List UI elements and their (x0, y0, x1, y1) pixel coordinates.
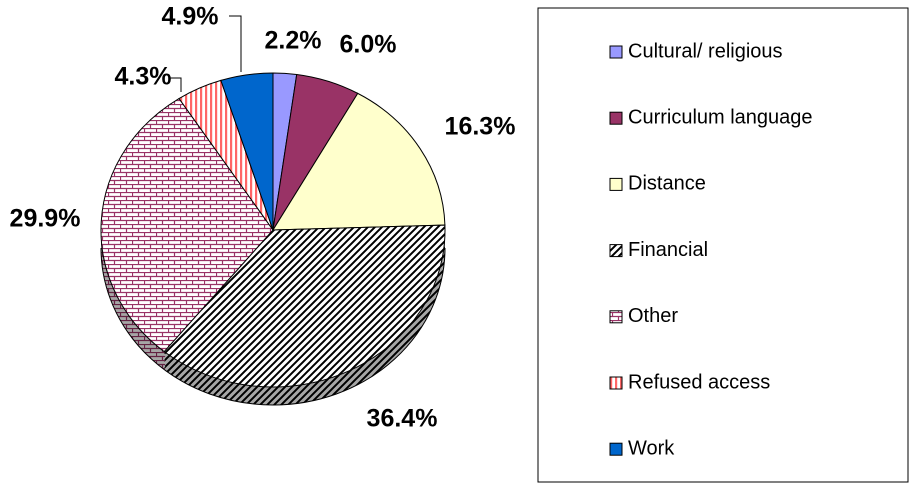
legend-swatch (609, 111, 623, 125)
legend-swatch (609, 244, 623, 258)
legend-box (537, 7, 909, 483)
legend-label: Other (628, 305, 678, 327)
slice (220, 72, 274, 231)
legend-swatch (609, 442, 623, 456)
slice (163, 224, 446, 388)
data-label: 29.9% (10, 205, 81, 233)
data-label: 16.3% (445, 113, 516, 141)
data-label: 36.4% (367, 405, 438, 433)
legend-label: Financial (628, 239, 708, 261)
leader-line (170, 77, 182, 92)
legend-label: Refused access (628, 371, 770, 393)
leader-line (229, 15, 242, 72)
legend-label: Cultural/ religious (628, 40, 783, 62)
legend-swatch (609, 177, 623, 191)
data-label: 4.3% (115, 63, 172, 91)
legend-swatch (609, 45, 623, 59)
slice (272, 92, 446, 231)
legend-swatch (609, 310, 623, 324)
legend-swatch (609, 376, 623, 390)
legend-label: Curriculum language (628, 106, 813, 128)
legend-label: Distance (628, 173, 706, 195)
slice-side-edge (100, 247, 446, 406)
data-label: 6.0% (340, 31, 397, 59)
slice (100, 97, 274, 353)
data-label: 2.2% (265, 27, 322, 55)
legend-label: Work (628, 437, 675, 459)
data-label: 4.9% (162, 3, 219, 31)
